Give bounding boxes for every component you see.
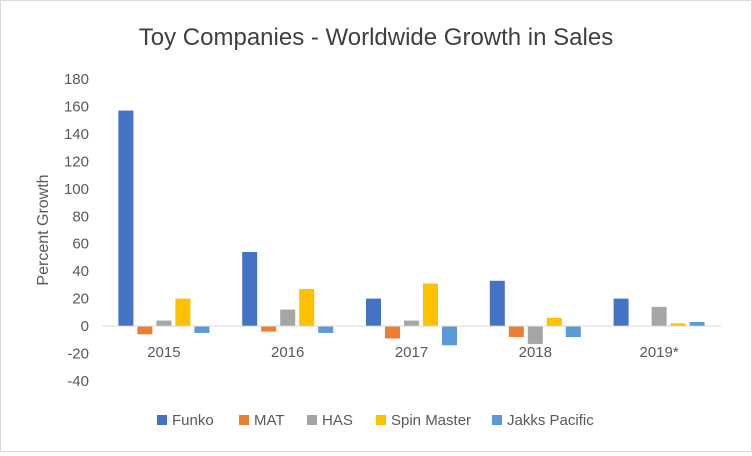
bar-funko-2018	[489, 280, 505, 327]
bar-mat-2018	[508, 326, 524, 338]
bar-funko-2016	[242, 251, 258, 327]
y-tick-label: 0	[81, 318, 89, 335]
y-tick-label: 160	[64, 98, 89, 115]
bar-spin-master-2018	[546, 317, 562, 327]
x-tick-label: 2017	[395, 344, 428, 361]
bar-jakks-pacific-2019	[689, 321, 705, 327]
x-tick-label: 2018	[519, 344, 552, 361]
chart-title: Toy Companies - Worldwide Growth in Sale…	[139, 24, 613, 51]
legend-swatch-spin-master	[376, 415, 386, 425]
bar-mat-2017	[385, 326, 400, 339]
bar-jakks-pacific-2016	[318, 326, 334, 333]
y-axis-label: Percent Growth	[35, 174, 52, 285]
y-tick-label: 40	[72, 263, 89, 280]
bar-funko-2019	[613, 298, 629, 327]
bar-spin-master-2017	[423, 283, 438, 327]
bar-jakks-pacific-2015	[194, 326, 210, 333]
x-tick-label: 2015	[147, 344, 180, 361]
bar-mat-2016	[261, 326, 277, 332]
y-tick-label: 180	[64, 71, 89, 88]
bar-has-2018	[527, 326, 543, 344]
bar-funko-2017	[366, 298, 381, 327]
bar-jakks-pacific-2018	[565, 326, 581, 338]
y-tick-label: 80	[72, 208, 89, 225]
bar-funko-2015	[118, 110, 134, 327]
legend-label: Funko	[172, 412, 214, 429]
bar-has-2017	[404, 320, 419, 327]
x-tick-label: 2016	[271, 344, 304, 361]
y-tick-label: 120	[64, 153, 89, 170]
y-tick-label: 100	[64, 181, 89, 198]
bars-group	[118, 110, 705, 346]
bar-jakks-pacific-2017	[442, 326, 457, 346]
legend-swatch-mat	[239, 415, 249, 425]
legend-swatch-has	[307, 415, 317, 425]
y-axis-ticks: -40 -20 0 20 40 60 80 100 120 140 160 180	[64, 71, 89, 390]
y-tick-label: 20	[72, 291, 89, 308]
bar-has-2016	[280, 309, 296, 327]
bar-spin-master-2016	[299, 289, 315, 327]
legend-swatch-jakks-pacific	[492, 415, 502, 425]
bar-spin-master-2019	[670, 323, 686, 327]
y-tick-label: -20	[67, 346, 89, 363]
y-tick-label: -40	[67, 373, 89, 390]
bar-has-2015	[156, 320, 172, 327]
x-axis-ticks: 2015 2016 2017 2018 2019*	[147, 344, 679, 361]
legend-label: HAS	[322, 412, 353, 429]
legend-label: MAT	[254, 412, 285, 429]
y-tick-label: 60	[72, 236, 89, 253]
legend-label: Jakks Pacific	[507, 412, 594, 429]
bar-mat-2015	[137, 326, 153, 335]
legend-swatch-funko	[157, 415, 167, 425]
legend-label: Spin Master	[391, 412, 471, 429]
bar-spin-master-2015	[175, 298, 191, 327]
bar-has-2019	[651, 306, 667, 327]
y-tick-label: 140	[64, 126, 89, 143]
legend: Funko MAT HAS Spin Master Jakks Pacific	[157, 412, 594, 429]
x-tick-label: 2019*	[639, 344, 678, 361]
